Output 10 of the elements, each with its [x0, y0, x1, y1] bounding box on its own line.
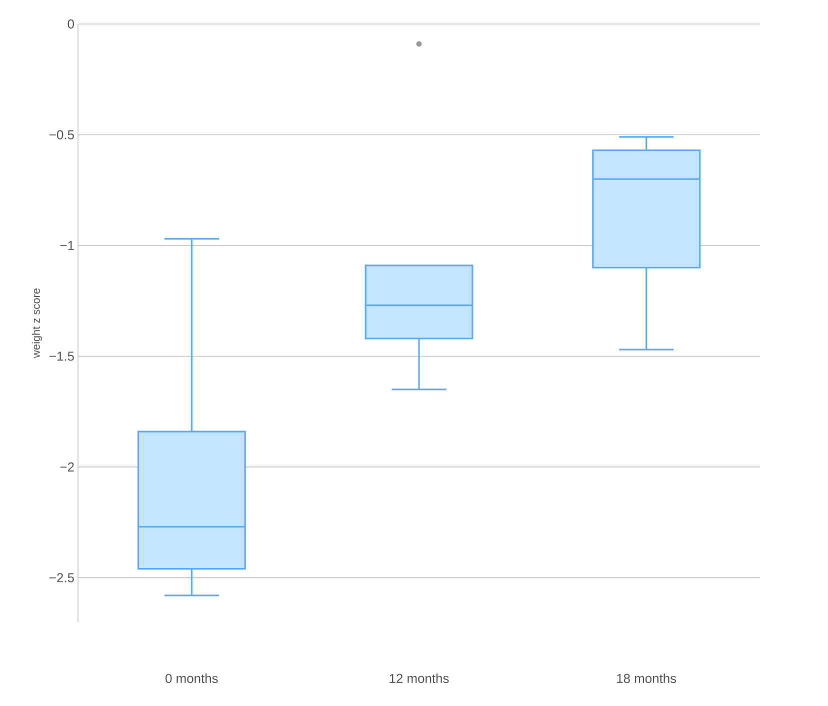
y-tick-label: −1 — [60, 241, 74, 250]
x-tick-label: 12 months — [390, 674, 449, 684]
y-tick-label: 0 — [68, 19, 74, 29]
y-tick-label: −2.5 — [50, 573, 74, 582]
x-tick-label: 18 months — [617, 674, 676, 684]
x-tick-label: 0 months — [166, 674, 218, 684]
y-axis-title: weight z score — [32, 288, 42, 358]
y-tick-label: −2 — [60, 462, 74, 472]
y-tick-label: −0.5 — [50, 130, 74, 140]
y-tick-label: −1.5 — [50, 352, 74, 361]
